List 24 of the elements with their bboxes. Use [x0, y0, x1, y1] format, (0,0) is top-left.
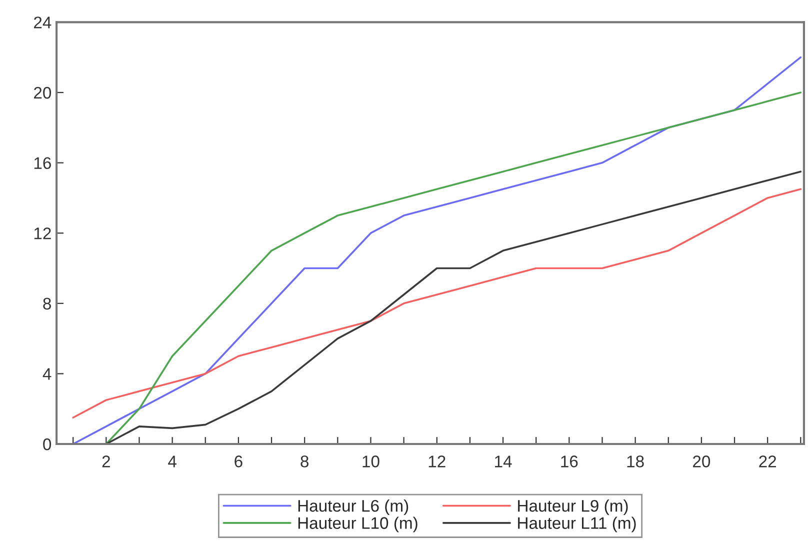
x-tick-label: 6	[234, 456, 242, 468]
line-series	[72, 188, 802, 419]
x-tick-label: 18	[627, 456, 644, 468]
legend-label: Hauteur L11 (m)	[518, 516, 636, 532]
x-tick-label: 20	[693, 456, 710, 468]
y-tick-label: 12	[34, 228, 51, 240]
y-tick-label: 20	[34, 86, 52, 99]
x-tick-label: 4	[168, 456, 176, 468]
y-tick-label: 16	[34, 157, 51, 170]
y-tick-label: 8	[43, 298, 51, 310]
x-tick-label: 14	[495, 456, 512, 468]
x-tick-label: 16	[561, 456, 578, 468]
line-series	[105, 170, 802, 444]
y-tick-label: 4	[42, 368, 52, 380]
x-tick-label: 22	[759, 456, 776, 468]
legend-label: Hauteur L6 (m)	[298, 500, 408, 516]
y-tick-label: 24	[34, 16, 52, 28]
legend-label: Hauteur L10 (m)	[298, 516, 418, 532]
legend-label: Hauteur L9 (m)	[518, 500, 628, 516]
y-tick-label: 0	[43, 438, 52, 450]
x-tick-label: 8	[300, 456, 308, 468]
x-tick-label: 2	[102, 456, 110, 468]
x-tick-label: 12	[428, 456, 446, 468]
x-tick-label: 10	[362, 456, 380, 468]
